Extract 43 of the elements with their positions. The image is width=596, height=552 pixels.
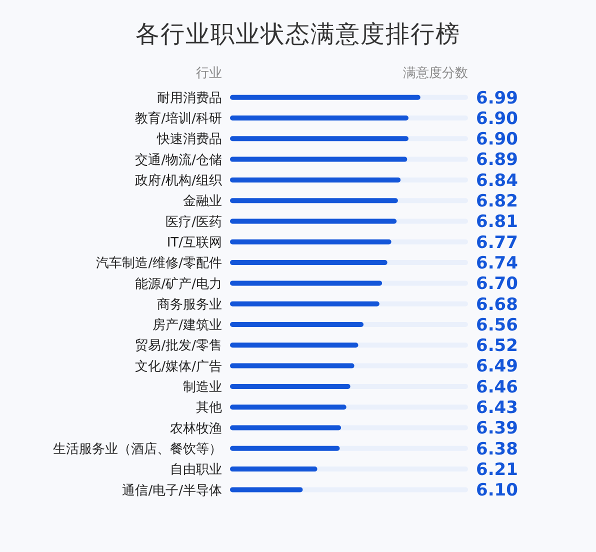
data-label: 6.52: [476, 336, 518, 356]
y-tick-label: IT/互联网: [166, 235, 222, 250]
data-label: 6.74: [476, 253, 518, 274]
data-label: 6.89: [476, 150, 518, 170]
y-tick-label: 生活服务业（酒店、餐饮等）: [53, 440, 222, 457]
data-label: 6.84: [476, 170, 518, 191]
data-label: 6.90: [476, 108, 518, 129]
y-tick-label: 汽车制造/维修/零配件: [96, 256, 222, 272]
data-label: 6.10: [476, 480, 518, 501]
y-tick-label: 能源/矿产/电力: [135, 276, 222, 292]
data-label: 6.46: [476, 377, 518, 398]
data-label: 6.77: [476, 232, 518, 253]
y-tick-label: 快速消费品: [156, 132, 222, 148]
y-tick-label: 耐用消费品: [157, 90, 222, 106]
y-tick-label: 贸易/批发/零售: [135, 338, 222, 354]
y-tick-label: 制造业: [183, 380, 222, 396]
y-axis-title: 行业: [195, 65, 222, 82]
data-label: 6.38: [476, 439, 518, 460]
data-label: 6.70: [476, 274, 518, 294]
data-label: 6.56: [476, 315, 518, 336]
y-tick-label: 金融业: [183, 194, 222, 210]
data-label: 6.21: [476, 460, 518, 480]
y-tick-label: 通信/电子/半导体: [122, 483, 222, 498]
data-label: 6.99: [476, 88, 518, 108]
data-label: 6.49: [476, 356, 518, 377]
y-tick-label: 房产/建筑业: [152, 317, 222, 334]
data-label: 6.68: [476, 294, 518, 315]
data-label: 6.81: [476, 212, 518, 232]
y-tick-label: 交通/物流/仓储: [135, 152, 222, 168]
y-tick-label: 自由职业: [170, 462, 222, 478]
x-axis-title: 满意度分数: [402, 65, 468, 82]
y-tick-label: 教育/培训/科研: [135, 110, 222, 127]
chart-title: 各行业职业状态满意度排行榜: [134, 19, 462, 50]
data-label: 6.43: [476, 398, 518, 418]
data-label: 6.82: [476, 192, 518, 212]
y-tick-label: 政府/机构/组织: [135, 172, 222, 189]
y-tick-label: 医疗/医药: [166, 214, 222, 230]
data-label: 6.39: [476, 418, 518, 439]
y-tick-label: 商务服务业: [157, 297, 222, 312]
y-tick-label: 文化/媒体/广告: [135, 359, 222, 374]
y-tick-label: 农林牧渔: [170, 421, 222, 436]
data-label: 6.90: [476, 130, 518, 150]
y-tick-label: 其他: [196, 400, 222, 416]
